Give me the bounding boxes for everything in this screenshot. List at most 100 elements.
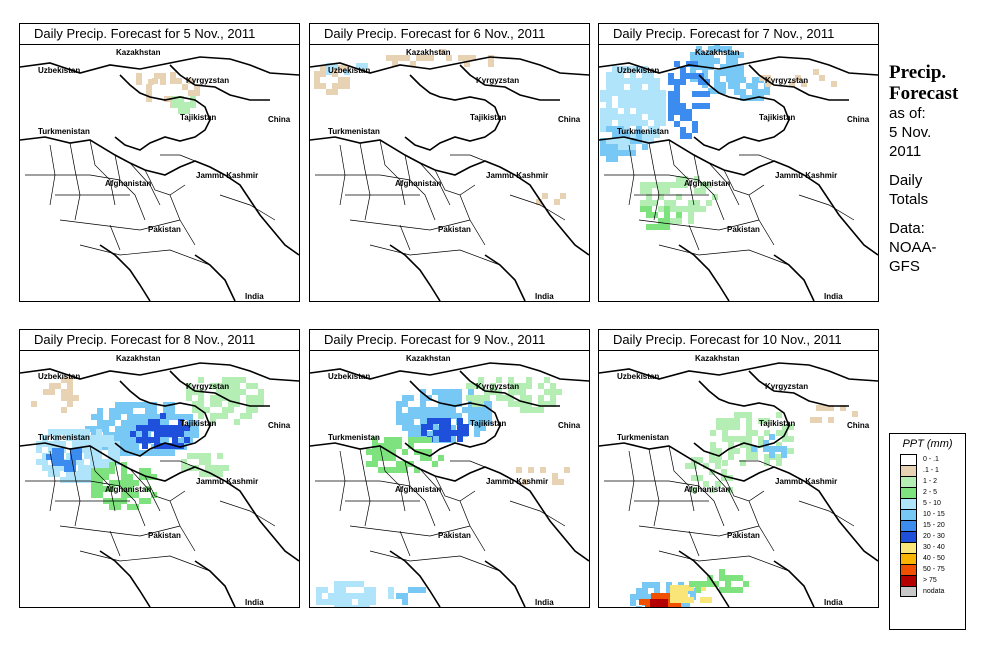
province-boundary	[459, 500, 486, 552]
precip-cell	[205, 471, 211, 477]
precip-cell	[109, 480, 115, 486]
precip-cell	[344, 65, 350, 71]
precip-cell	[170, 72, 176, 78]
precip-cell	[795, 75, 801, 81]
precip-cell	[450, 389, 456, 395]
country-boundary	[459, 370, 560, 407]
precip-cell	[720, 46, 726, 52]
precip-cell	[334, 593, 340, 599]
precip-cell	[121, 480, 127, 486]
side-title-line1: Precip.	[889, 62, 947, 83]
precip-cell	[246, 401, 252, 407]
precip-cell	[96, 453, 102, 459]
precip-cell	[689, 581, 695, 587]
precip-cell	[646, 188, 652, 194]
precip-cell	[364, 599, 370, 605]
precip-cell	[432, 407, 438, 413]
legend-swatch	[900, 509, 917, 520]
precip-cell	[127, 504, 133, 510]
precip-cell	[630, 144, 636, 150]
precip-cell	[734, 448, 740, 454]
precip-cell	[694, 176, 700, 182]
precip-cell	[727, 487, 733, 493]
precip-cell	[228, 389, 234, 395]
precip-cell	[384, 437, 390, 443]
precip-cell	[654, 96, 660, 102]
precip-cell	[402, 461, 408, 467]
precip-cell	[402, 395, 408, 401]
precip-cell	[630, 102, 636, 108]
precip-cell	[746, 436, 752, 442]
precip-cell	[121, 450, 127, 456]
precip-cell	[676, 597, 682, 603]
precip-cell	[630, 96, 636, 102]
precip-cell	[612, 72, 618, 78]
precip-cell	[67, 383, 73, 389]
precip-cell	[624, 66, 630, 72]
precip-cell	[246, 413, 252, 419]
precip-cell	[645, 605, 651, 607]
precip-cell	[734, 418, 740, 424]
precip-cell	[64, 460, 70, 466]
map-label-turkmenistan: Turkmenistan	[617, 433, 669, 442]
precip-cell	[408, 425, 414, 431]
country-boundary	[20, 56, 299, 76]
precip-cell	[688, 585, 694, 591]
map-label-afghanistan: Afghanistan	[684, 485, 730, 494]
precip-cell	[648, 114, 654, 120]
precip-cell	[520, 401, 526, 407]
precip-cell	[390, 443, 396, 449]
precip-cell	[78, 429, 84, 435]
precip-cell	[642, 108, 648, 114]
precip-cell	[445, 430, 451, 436]
precip-cell	[192, 407, 198, 413]
precip-cell	[720, 70, 726, 76]
precip-cell	[115, 432, 121, 438]
legend-item: .1 - 1	[900, 465, 965, 476]
precip-cell	[618, 132, 624, 138]
precip-cell	[606, 78, 612, 84]
country-boundary	[693, 380, 790, 457]
precip-cell	[210, 383, 216, 389]
legend-label: nodata	[923, 588, 945, 595]
country-boundary	[389, 244, 441, 301]
precip-cell	[648, 126, 654, 132]
precip-cell	[366, 449, 372, 455]
precip-cell	[642, 72, 648, 78]
precip-cell	[618, 126, 624, 132]
precip-cell	[740, 436, 746, 442]
precip-cell	[463, 430, 469, 436]
precip-cell	[76, 454, 82, 460]
precip-cell	[738, 70, 744, 76]
forecast-panel-nov6: Daily Precip. Forecast for 6 Nov., 2011 …	[309, 23, 590, 302]
province-boundary	[658, 550, 790, 572]
precip-cell	[703, 481, 709, 487]
precip-cell	[78, 465, 84, 471]
legend-label: 40 - 50	[923, 555, 945, 562]
precip-cell	[612, 144, 618, 150]
precip-cell	[133, 492, 139, 498]
precip-cell	[97, 420, 103, 426]
precip-cell	[636, 66, 642, 72]
precip-cell	[676, 182, 682, 188]
precip-cell	[198, 413, 204, 419]
precip-cell	[680, 127, 686, 133]
legend-swatch	[900, 531, 917, 542]
precip-cell	[142, 431, 148, 437]
precip-cell	[664, 224, 670, 230]
precip-cells	[314, 49, 566, 205]
legend-swatch	[900, 454, 917, 465]
precip-cell	[160, 431, 166, 437]
precip-cell	[746, 95, 752, 101]
country-boundary	[678, 244, 730, 301]
precip-cell	[450, 401, 456, 407]
daily-line1: Daily	[889, 172, 923, 189]
precip-cell	[216, 413, 222, 419]
precip-cell	[194, 90, 200, 96]
forecast-panel-nov5: Daily Precip. Forecast for 5 Nov., 2011 …	[19, 23, 300, 302]
precip-cell	[60, 441, 66, 447]
precip-cell	[695, 581, 701, 587]
precip-cell	[322, 587, 328, 593]
precip-cell	[427, 418, 433, 424]
precip-cell	[764, 418, 770, 424]
